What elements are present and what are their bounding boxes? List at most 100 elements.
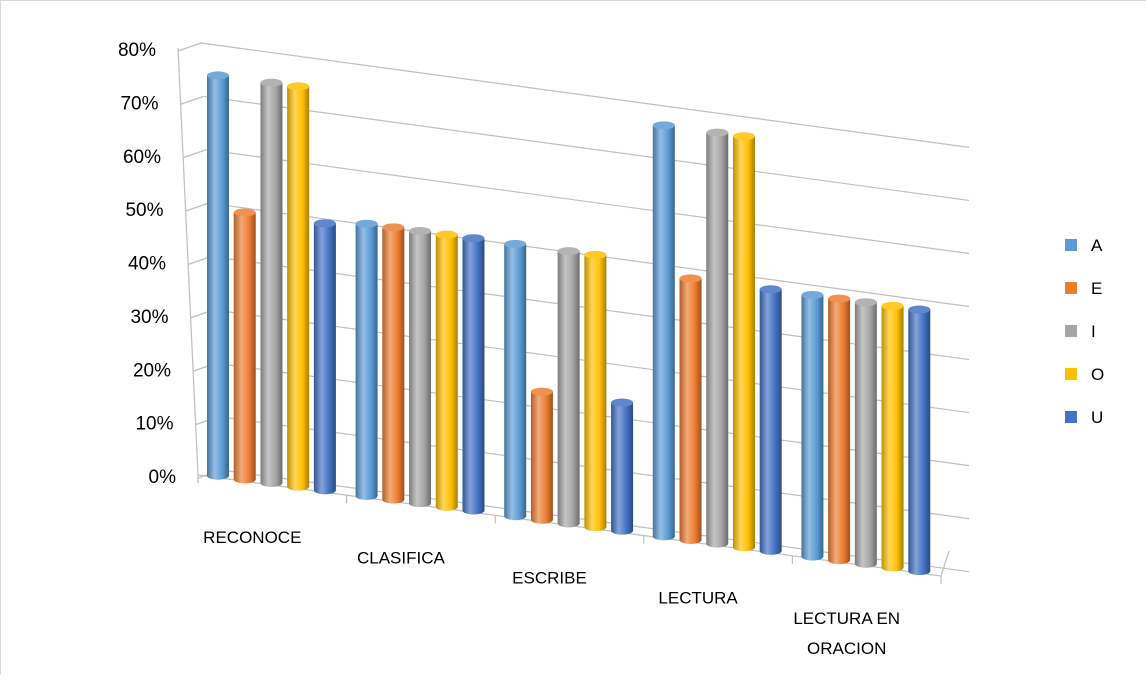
gridline xyxy=(200,42,970,148)
bar xyxy=(207,71,229,480)
bar-top xyxy=(854,298,877,307)
bar xyxy=(233,208,256,484)
bar-body xyxy=(313,223,336,495)
bar-top xyxy=(409,226,432,235)
bar-top xyxy=(233,208,256,217)
y-tick-label: 20% xyxy=(133,360,171,381)
bar-body xyxy=(382,227,405,504)
bar-body xyxy=(233,212,256,484)
bar xyxy=(652,121,675,541)
bar xyxy=(355,219,378,500)
bar-top xyxy=(530,387,553,396)
bar xyxy=(313,219,336,495)
bar-top xyxy=(207,71,229,80)
bar xyxy=(530,387,553,524)
bar-body xyxy=(409,230,432,508)
bar xyxy=(504,239,527,521)
bar xyxy=(382,223,405,504)
bar xyxy=(908,305,931,576)
bar xyxy=(584,250,607,532)
bar xyxy=(706,128,729,548)
bar-top xyxy=(313,219,336,228)
bar-body xyxy=(504,243,527,521)
bar-body xyxy=(207,75,229,480)
y-tick-label: 30% xyxy=(130,307,168,328)
bar xyxy=(828,294,851,565)
bar-body xyxy=(801,294,824,561)
x-tick-label: ESCRIBE xyxy=(512,569,587,588)
bar xyxy=(881,301,904,572)
bar xyxy=(260,78,283,487)
left-wall-edge xyxy=(177,47,199,476)
gridline xyxy=(205,149,970,255)
y-tick-label: 10% xyxy=(135,414,173,435)
y-tick-label: 80% xyxy=(118,40,156,61)
bar-body xyxy=(435,234,458,511)
bar-body xyxy=(828,298,851,565)
bars xyxy=(207,71,931,576)
bar-body xyxy=(706,132,729,548)
bar-top xyxy=(732,132,755,141)
bar-body xyxy=(557,251,580,528)
legend-swatch xyxy=(1065,325,1077,337)
bar-top xyxy=(355,219,378,228)
bar-top xyxy=(557,247,580,256)
y-tick-label: 50% xyxy=(125,200,163,221)
legend-swatch xyxy=(1065,282,1077,294)
bar xyxy=(732,132,755,552)
bar xyxy=(557,247,580,528)
bar-body xyxy=(679,278,702,544)
bar-body xyxy=(732,136,755,552)
legend-label: U xyxy=(1091,408,1103,427)
legend-swatch xyxy=(1065,411,1077,423)
y-axis-labels: 0% 10% 20% 30% 40% 50% 60% 70% 80% xyxy=(118,40,176,488)
floor-right-edge xyxy=(940,550,950,577)
bar-body xyxy=(530,391,553,524)
bar-body xyxy=(355,223,378,500)
bar-body xyxy=(462,238,485,515)
bar-top xyxy=(584,250,607,259)
bar-top xyxy=(679,274,702,283)
x-tick-label: CLASIFICA xyxy=(357,548,446,567)
bar-top xyxy=(801,290,824,299)
bar-top xyxy=(504,239,527,248)
bar xyxy=(287,82,310,491)
bar-top xyxy=(382,223,405,232)
bar xyxy=(409,226,432,508)
x-axis-labels: RECONOCE CLASIFICA ESCRIBE LECTURA LECTURA E… xyxy=(203,528,900,658)
legend-label: A xyxy=(1091,236,1103,255)
legend: A E I O U xyxy=(1065,236,1104,427)
bar-body xyxy=(881,305,904,572)
legend-swatch xyxy=(1065,368,1077,380)
bar-top xyxy=(881,301,904,310)
bar-body xyxy=(854,302,877,568)
x-tick-label: LECTURA xyxy=(658,589,738,608)
bar-body xyxy=(908,309,931,576)
legend-label: I xyxy=(1091,322,1096,341)
gridline-side xyxy=(182,149,207,159)
x-tick-label: RECONOCE xyxy=(203,528,301,547)
bar-top xyxy=(462,234,485,243)
bar xyxy=(854,298,877,568)
bar-body xyxy=(584,254,607,532)
bar-top xyxy=(828,294,851,303)
y-tick-label: 60% xyxy=(123,147,161,168)
bar-body xyxy=(652,125,675,541)
bar-top xyxy=(908,305,931,314)
legend-swatch xyxy=(1065,239,1077,251)
bar xyxy=(611,398,634,535)
y-tick-label: 70% xyxy=(120,93,158,114)
bar-top xyxy=(260,78,283,87)
bar-top xyxy=(706,128,729,137)
bar-body xyxy=(611,402,634,535)
gridline-side xyxy=(177,42,202,52)
bar-top xyxy=(435,230,458,239)
bar xyxy=(759,285,782,555)
bar-top xyxy=(652,121,675,130)
gridline-side xyxy=(180,95,204,105)
legend-label: O xyxy=(1091,365,1104,384)
bar xyxy=(435,230,458,511)
x-tick-label: LECTURA EN ORACION xyxy=(793,609,900,658)
